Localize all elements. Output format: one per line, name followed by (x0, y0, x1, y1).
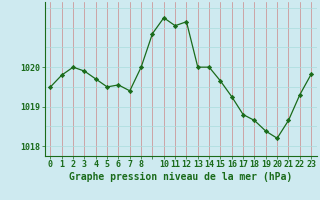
X-axis label: Graphe pression niveau de la mer (hPa): Graphe pression niveau de la mer (hPa) (69, 172, 292, 182)
